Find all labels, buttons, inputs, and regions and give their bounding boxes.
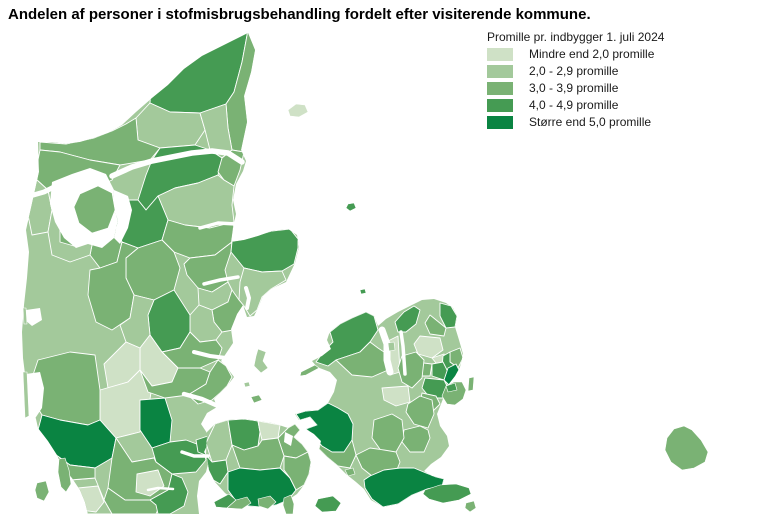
municipality-patch — [401, 425, 431, 453]
roskilde-fjord — [399, 330, 407, 376]
municipality-patch — [87, 241, 139, 331]
legend-swatch-c2 — [487, 65, 513, 78]
municipality-patch — [283, 451, 311, 491]
island-omo — [314, 495, 342, 513]
island-samso — [253, 348, 269, 374]
horsens-fjord — [192, 350, 228, 360]
legend-label: 2,0 - 2,9 promille — [529, 64, 619, 78]
kolding-fjord — [180, 450, 210, 458]
islands — [34, 103, 709, 514]
vejle-fjord — [181, 391, 221, 409]
isefjord — [378, 326, 394, 376]
legend-title: Promille pr. indbygger 1. juli 2024 — [487, 30, 665, 44]
island-endelave — [250, 394, 263, 404]
island-amager-north — [445, 382, 458, 393]
legend-row: Mindre end 2,0 promille — [487, 48, 664, 61]
island-oro — [387, 341, 396, 352]
legend-row: 3,0 - 3,9 promille — [487, 82, 664, 95]
island-tuno — [243, 381, 251, 388]
legend-row: 2,0 - 2,9 promille — [487, 65, 664, 78]
legend: Promille pr. indbygger 1. juli 2024 Mind… — [487, 30, 664, 133]
island-fano — [57, 457, 72, 493]
island-sejero — [299, 364, 320, 377]
island-bornholm — [664, 425, 709, 471]
island-laeso — [287, 103, 309, 118]
ebeltoft-vig — [244, 286, 251, 310]
limfjord-east-channel — [109, 148, 245, 179]
ringkobing-fjord — [24, 372, 44, 420]
legend-swatch-c4 — [487, 99, 513, 112]
legend-label: Mindre end 2,0 promille — [529, 47, 655, 61]
legend-swatch-c5 — [487, 116, 513, 129]
haderslev-fjord — [146, 486, 175, 492]
island-romo — [34, 480, 50, 502]
funen-region — [206, 419, 311, 507]
limfjord-skive-arm — [112, 190, 132, 244]
island-mors — [73, 185, 116, 234]
island-anholt — [345, 202, 357, 212]
odense-fjord — [284, 432, 293, 446]
island-aero-east — [226, 496, 252, 510]
municipality-patch — [381, 385, 411, 407]
municipality-patch — [424, 314, 447, 337]
legend-label: Større end 5,0 promille — [529, 115, 652, 129]
legend-label: 4,0 - 4,9 promille — [529, 98, 619, 112]
nissum-fjord — [25, 308, 42, 326]
island-tasinge — [257, 495, 277, 510]
legend-row: 4,0 - 4,9 promille — [487, 99, 664, 112]
legend-label: 3,0 - 3,9 promille — [529, 81, 619, 95]
legend-row: Større end 5,0 promille — [487, 116, 664, 129]
municipality-patch — [149, 473, 189, 514]
municipality-patch — [371, 413, 405, 453]
municipality-patch — [257, 420, 281, 441]
mariager-fjord — [198, 221, 238, 230]
randers-fjord — [202, 275, 240, 286]
island-mon — [422, 483, 472, 504]
legend-swatch-c3 — [487, 82, 513, 95]
island-saltholm — [467, 376, 475, 392]
limfjord-west-mouth — [27, 177, 69, 199]
page-title: Andelen af personer i stofmisbrugsbehand… — [8, 6, 591, 23]
ringkobing-barrier-strip — [22, 371, 30, 419]
island-glaeno — [344, 467, 356, 477]
fjord-water-overlays — [22, 148, 407, 492]
island-bogo — [464, 500, 477, 513]
municipality-patch — [206, 419, 233, 463]
island-hjelm — [359, 288, 367, 295]
legend-swatch-c1 — [487, 48, 513, 61]
island-langeland — [282, 494, 295, 514]
municipality-patch — [135, 469, 165, 497]
municipality-patch — [238, 267, 287, 317]
nissum-barrier-strip — [22, 307, 28, 325]
municipality-patch — [405, 395, 435, 429]
